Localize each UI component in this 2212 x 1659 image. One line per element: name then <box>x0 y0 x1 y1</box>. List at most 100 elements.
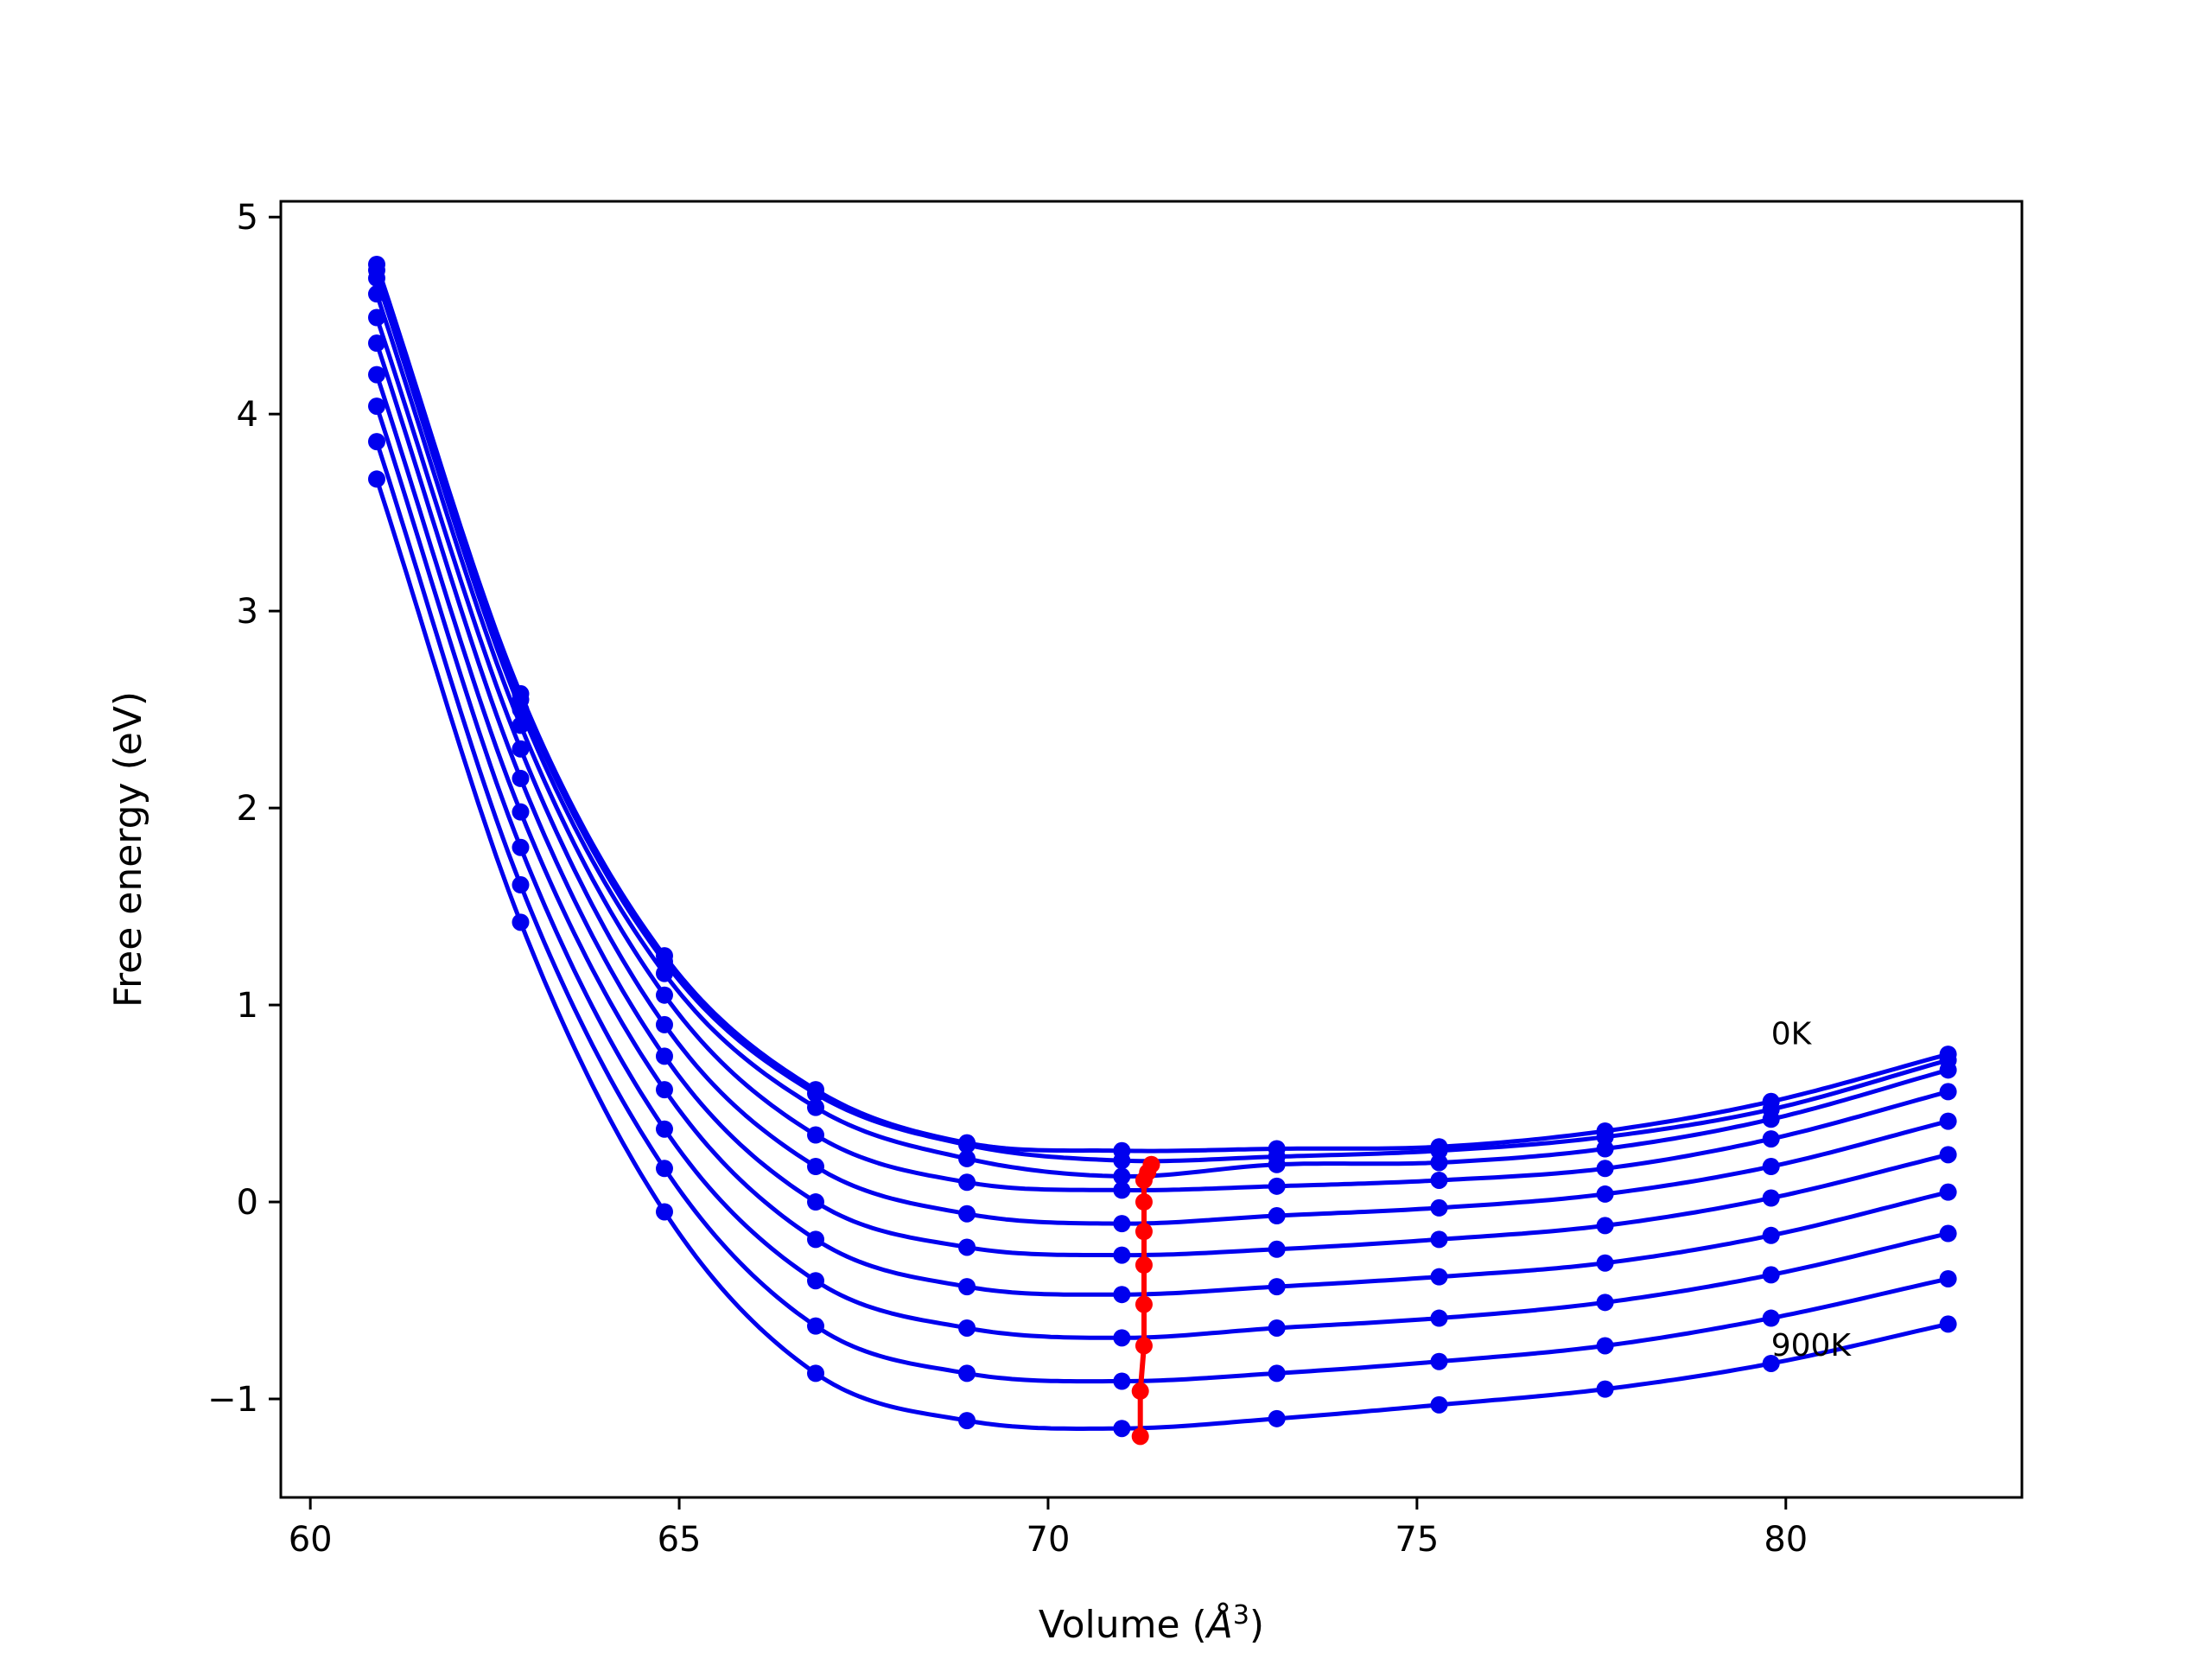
data-point <box>958 1412 976 1430</box>
data-point <box>367 365 385 384</box>
data-point <box>1939 1112 1957 1130</box>
data-point <box>1596 1160 1614 1178</box>
data-point <box>1268 1177 1286 1195</box>
data-point <box>1762 1226 1780 1244</box>
data-point <box>512 740 530 758</box>
data-point <box>367 470 385 488</box>
data-point <box>655 1160 673 1178</box>
data-point <box>1939 1146 1957 1164</box>
data-point <box>1762 1354 1780 1372</box>
data-point <box>1762 1110 1780 1128</box>
data-point <box>1939 1183 1957 1201</box>
data-point <box>367 433 385 451</box>
data-point <box>1596 1380 1614 1398</box>
minimum-point <box>1135 1295 1153 1313</box>
y-tick-label: 3 <box>237 592 258 632</box>
data-point <box>1430 1309 1448 1327</box>
minimum-point <box>1135 1337 1153 1355</box>
data-point <box>1268 1207 1286 1225</box>
x-axis-label-exponent: 3 <box>1233 1600 1249 1630</box>
data-point <box>807 1098 825 1116</box>
data-point <box>512 716 530 734</box>
data-point <box>1113 1372 1131 1390</box>
x-tick-label: 80 <box>1764 1520 1808 1560</box>
data-point <box>1596 1337 1614 1355</box>
data-point <box>1939 1269 1957 1287</box>
minima-layer <box>1131 1155 1160 1446</box>
data-point <box>512 701 530 719</box>
annotation-label: 0K <box>1771 1017 1813 1052</box>
data-point <box>1596 1128 1614 1146</box>
data-point <box>1939 1061 1957 1079</box>
data-point <box>958 1238 976 1256</box>
data-point <box>1113 1152 1131 1170</box>
data-point <box>958 1149 976 1167</box>
data-point <box>1113 1420 1131 1438</box>
y-tick-label: 4 <box>237 395 258 435</box>
data-point <box>1762 1130 1780 1148</box>
data-point <box>1430 1395 1448 1414</box>
data-point <box>958 1173 976 1192</box>
data-point <box>1762 1266 1780 1284</box>
data-point <box>1596 1254 1614 1272</box>
data-point <box>1268 1278 1286 1296</box>
data-point <box>1430 1198 1448 1217</box>
data-point <box>1762 1309 1780 1327</box>
points-layer <box>367 255 1957 1438</box>
data-point <box>655 1015 673 1033</box>
data-point <box>367 269 385 287</box>
data-point <box>1268 1155 1286 1173</box>
minimum-point <box>1135 1223 1153 1241</box>
data-point <box>512 803 530 821</box>
data-point <box>958 1364 976 1382</box>
data-point <box>1939 1224 1957 1243</box>
data-point <box>367 308 385 327</box>
data-point <box>807 1230 825 1249</box>
data-point <box>1430 1171 1448 1189</box>
data-point <box>1430 1352 1448 1370</box>
annotations-layer: 0K 900K <box>1771 1017 1853 1363</box>
data-point <box>1113 1215 1131 1233</box>
data-point <box>958 1278 976 1296</box>
x-axis-label: Volume (Å3) <box>1039 1600 1264 1647</box>
data-point <box>1762 1158 1780 1176</box>
data-point <box>367 397 385 416</box>
data-point <box>655 964 673 982</box>
data-point <box>1268 1409 1286 1427</box>
y-tick-label: 1 <box>237 986 258 1026</box>
data-point <box>655 1047 673 1065</box>
data-point <box>512 838 530 856</box>
x-tick-label: 70 <box>1027 1520 1071 1560</box>
y-tick-label: −1 <box>207 1380 258 1420</box>
data-point <box>1113 1329 1131 1347</box>
data-point <box>807 1158 825 1176</box>
data-point <box>807 1126 825 1144</box>
data-point <box>1762 1189 1780 1207</box>
y-axis-label: Free energy (eV) <box>106 691 150 1007</box>
data-point <box>1268 1364 1286 1382</box>
data-point <box>1113 1167 1131 1185</box>
data-point <box>1268 1319 1286 1337</box>
data-point <box>807 1272 825 1290</box>
data-point <box>958 1135 976 1154</box>
minimum-point <box>1131 1427 1149 1446</box>
data-point <box>958 1205 976 1223</box>
data-point <box>958 1319 976 1337</box>
data-point <box>1939 1315 1957 1333</box>
data-point <box>1113 1181 1131 1199</box>
x-axis-label-unit: Å <box>1205 1601 1233 1647</box>
data-point <box>1430 1230 1448 1249</box>
data-point <box>1268 1240 1286 1258</box>
data-point <box>655 1081 673 1099</box>
data-point <box>1430 1141 1448 1160</box>
data-point <box>655 1120 673 1138</box>
data-point <box>655 1203 673 1221</box>
data-point <box>1430 1268 1448 1286</box>
y-tick-label: 2 <box>237 789 258 829</box>
data-point <box>655 952 673 970</box>
y-tick-label: 0 <box>237 1183 258 1223</box>
x-axis-label-text: Volume ( <box>1039 1603 1207 1647</box>
data-point <box>655 986 673 1004</box>
